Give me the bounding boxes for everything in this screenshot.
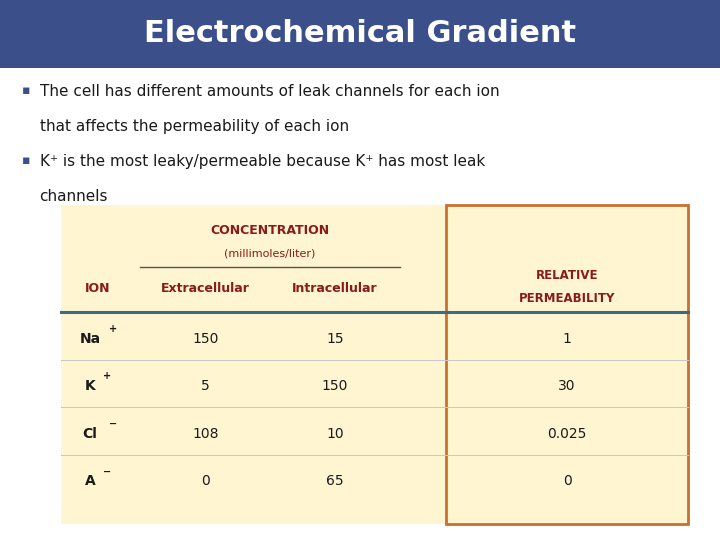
- Text: 0: 0: [201, 474, 210, 488]
- Text: Electrochemical Gradient: Electrochemical Gradient: [144, 19, 576, 48]
- Text: PERMEABILITY: PERMEABILITY: [519, 292, 615, 305]
- Text: +: +: [109, 324, 117, 334]
- Text: −: −: [103, 467, 111, 476]
- Text: 150: 150: [322, 379, 348, 393]
- Text: 108: 108: [192, 427, 218, 441]
- Text: ▪: ▪: [22, 84, 30, 97]
- Text: Extracellular: Extracellular: [161, 282, 250, 295]
- Text: Intracellular: Intracellular: [292, 282, 377, 295]
- Text: 65: 65: [326, 474, 343, 488]
- Text: ▪: ▪: [22, 154, 30, 167]
- Text: +: +: [103, 372, 111, 381]
- Text: CONCENTRATION: CONCENTRATION: [210, 224, 330, 237]
- Bar: [0, 0, 720, 68]
- Text: A: A: [85, 474, 95, 488]
- Text: −: −: [109, 419, 117, 429]
- Text: Cl: Cl: [83, 427, 97, 441]
- Text: K: K: [85, 379, 95, 393]
- Text: that affects the permeability of each ion: that affects the permeability of each io…: [40, 119, 348, 134]
- Text: ION: ION: [84, 282, 110, 295]
- Text: K⁺ is the most leaky/permeable because K⁺ has most leak: K⁺ is the most leaky/permeable because K…: [40, 154, 485, 169]
- Text: 10: 10: [326, 427, 343, 441]
- Bar: [446, 205, 688, 524]
- Text: RELATIVE: RELATIVE: [536, 269, 598, 282]
- Text: The cell has different amounts of leak channels for each ion: The cell has different amounts of leak c…: [40, 84, 499, 99]
- Text: channels: channels: [40, 189, 108, 204]
- Text: 0: 0: [562, 474, 572, 488]
- Text: 1: 1: [562, 332, 572, 346]
- Text: 150: 150: [192, 332, 218, 346]
- Bar: [61, 205, 688, 524]
- Text: 15: 15: [326, 332, 343, 346]
- Text: 5: 5: [201, 379, 210, 393]
- Text: 0.025: 0.025: [547, 427, 587, 441]
- Text: Na: Na: [79, 332, 101, 346]
- Text: (millimoles/liter): (millimoles/liter): [225, 248, 315, 259]
- Text: 30: 30: [558, 379, 576, 393]
